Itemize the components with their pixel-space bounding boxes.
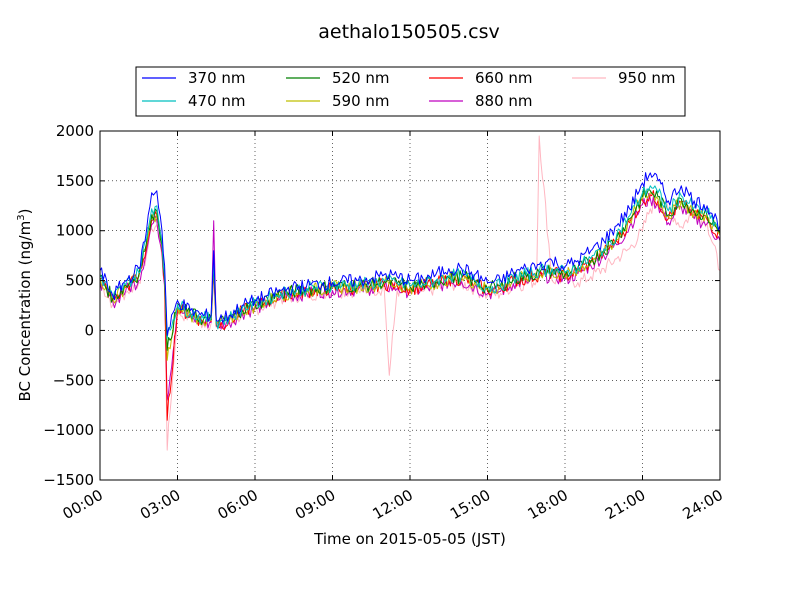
- legend-label-370-nm: 370 nm: [188, 69, 246, 87]
- y-tick-label: −1500: [43, 471, 94, 489]
- chart-title: aethalo150505.csv: [318, 21, 500, 43]
- x-tick-label: 18:00: [525, 486, 571, 523]
- x-tick-label: 03:00: [137, 486, 183, 523]
- x-tick-label: 15:00: [447, 486, 493, 523]
- x-tick-label: 21:00: [602, 486, 648, 523]
- y-tick-label: 1500: [56, 172, 94, 190]
- legend-label-520-nm: 520 nm: [332, 69, 390, 87]
- y-axis-label: BC Concentration (ng/m3): [16, 209, 34, 402]
- legend: 370 nm 470 nm 520 nm 590 nm 660 nm 880 nm 950 …: [135, 66, 686, 117]
- y-tick-label: −1000: [43, 421, 94, 439]
- x-tick-label: 24:00: [680, 486, 726, 523]
- ticks: [99, 130, 721, 481]
- legend-label-590-nm: 590 nm: [332, 92, 390, 110]
- x-tick-label: 12:00: [370, 486, 416, 523]
- legend-label-880-nm: 880 nm: [475, 92, 533, 110]
- y-axis-label-close: ): [16, 209, 34, 215]
- legend-frame: [135, 66, 686, 117]
- series-layer: [99, 135, 721, 451]
- y-tick-label: 0: [84, 321, 94, 339]
- series-line-470-nm: [99, 185, 721, 339]
- series-line-520-nm: [99, 188, 721, 351]
- y-tick-label: 500: [65, 272, 94, 290]
- y-tick-labels: 2000 1500 1000 500 0 −500 −1000 −1500: [43, 122, 94, 489]
- grid: [100, 131, 720, 480]
- x-tick-label: 00:00: [60, 486, 106, 523]
- y-axis-label-main: BC Concentration (ng/m: [16, 221, 34, 402]
- y-tick-label: 2000: [56, 122, 94, 140]
- x-tick-label: 09:00: [292, 486, 338, 523]
- x-tick-label: 06:00: [215, 486, 261, 523]
- y-tick-label: −500: [53, 371, 94, 389]
- legend-label-950-nm: 950 nm: [618, 69, 676, 87]
- series-line-370-nm: [99, 172, 721, 336]
- x-tick-labels: 00:00 03:00 06:00 09:00 12:00 15:00 18:00 21:00…: [60, 486, 726, 523]
- y-axis-label-superscript: 3: [16, 214, 27, 220]
- legend-label-470-nm: 470 nm: [188, 92, 246, 110]
- y-tick-label: 1000: [56, 222, 94, 240]
- legend-label-660-nm: 660 nm: [475, 69, 533, 87]
- x-axis-label: Time on 2015-05-05 (JST): [313, 530, 506, 548]
